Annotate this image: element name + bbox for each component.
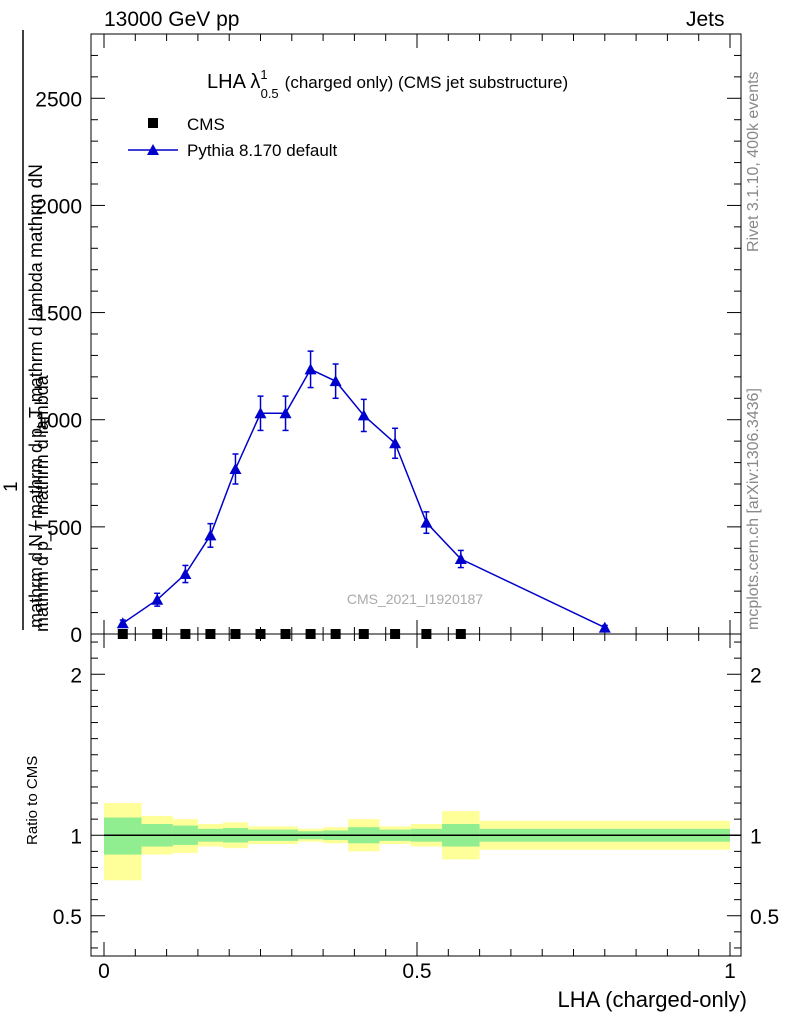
mc-point (454, 553, 467, 564)
ratio-y-tick-label: 1 (70, 825, 82, 848)
x-axis-label: LHA (charged-only) (557, 987, 747, 1012)
plot-title: LHA λ1 0.5(charged only) (CMS jet substru… (207, 67, 568, 101)
mc-line (122, 368, 606, 629)
mc-point (598, 621, 611, 633)
header-right: Jets (686, 8, 725, 31)
x-tick-label: 0 (98, 960, 110, 983)
ratio-y-tick-label-right: 2 (750, 664, 762, 687)
mc-point (179, 568, 192, 579)
ratio-y-axis-label: Ratio to CMS (24, 756, 41, 845)
mc-point (279, 407, 292, 419)
legend-marker-cms (148, 118, 158, 128)
ratio-y-tick-label-right: 0.5 (750, 906, 779, 929)
ratio-panel: 0.5 0.5 1 1 2 2 0 0.5 1 Ratio to CMS LHA (charged-… (24, 633, 779, 1012)
y-tick-label: 500 (47, 517, 82, 540)
mc-point (254, 407, 267, 419)
y-axis-label-top: mathrm dN (26, 164, 47, 258)
main-panel: 0 500 1000 1500 2000 2500 LHA λ1 0.5(charged on… (1, 30, 742, 647)
mc-point (329, 375, 342, 387)
mc-point (357, 409, 370, 421)
y-tick-label: 2000 (35, 195, 82, 218)
y-tick-label: 1000 (35, 410, 82, 433)
x-tick-label: 0.5 (402, 960, 431, 983)
ratio-y-tick-label-right: 1 (750, 825, 762, 848)
legend-label-mc: Pythia 8.170 default (187, 141, 338, 160)
mc-point (389, 437, 402, 449)
y-tick-label: 2500 (35, 88, 82, 111)
y-tick-label: 0 (70, 624, 82, 647)
ratio-frame (90, 633, 742, 957)
mc-point (151, 593, 164, 605)
y-tick-label: 1500 (35, 303, 82, 326)
header-left: 13000 GeV pp (104, 8, 240, 31)
mc-point (304, 363, 317, 375)
mc-point (116, 617, 129, 629)
ratio-y-tick-label: 2 (70, 664, 82, 687)
mc-point (229, 463, 242, 474)
legend-marker-mc (147, 144, 159, 155)
ratio-y-tick-label: 0.5 (53, 906, 82, 929)
ratio-band-inner (104, 817, 142, 855)
mc-point (420, 516, 433, 528)
x-tick-label: 1 (724, 960, 736, 983)
y-axis-label-top2: mathrm d p_T mathrm d lambda (32, 374, 53, 632)
legend-label-cms: CMS (187, 115, 225, 134)
y-axis-label-bottom: mathrm d N / mathrm d p_T mathrm d lambd… (26, 261, 47, 628)
y-axis-label-num: 1 (1, 481, 22, 492)
mc-point (204, 529, 217, 541)
watermark: CMS_2021_I1920187 (347, 591, 483, 607)
